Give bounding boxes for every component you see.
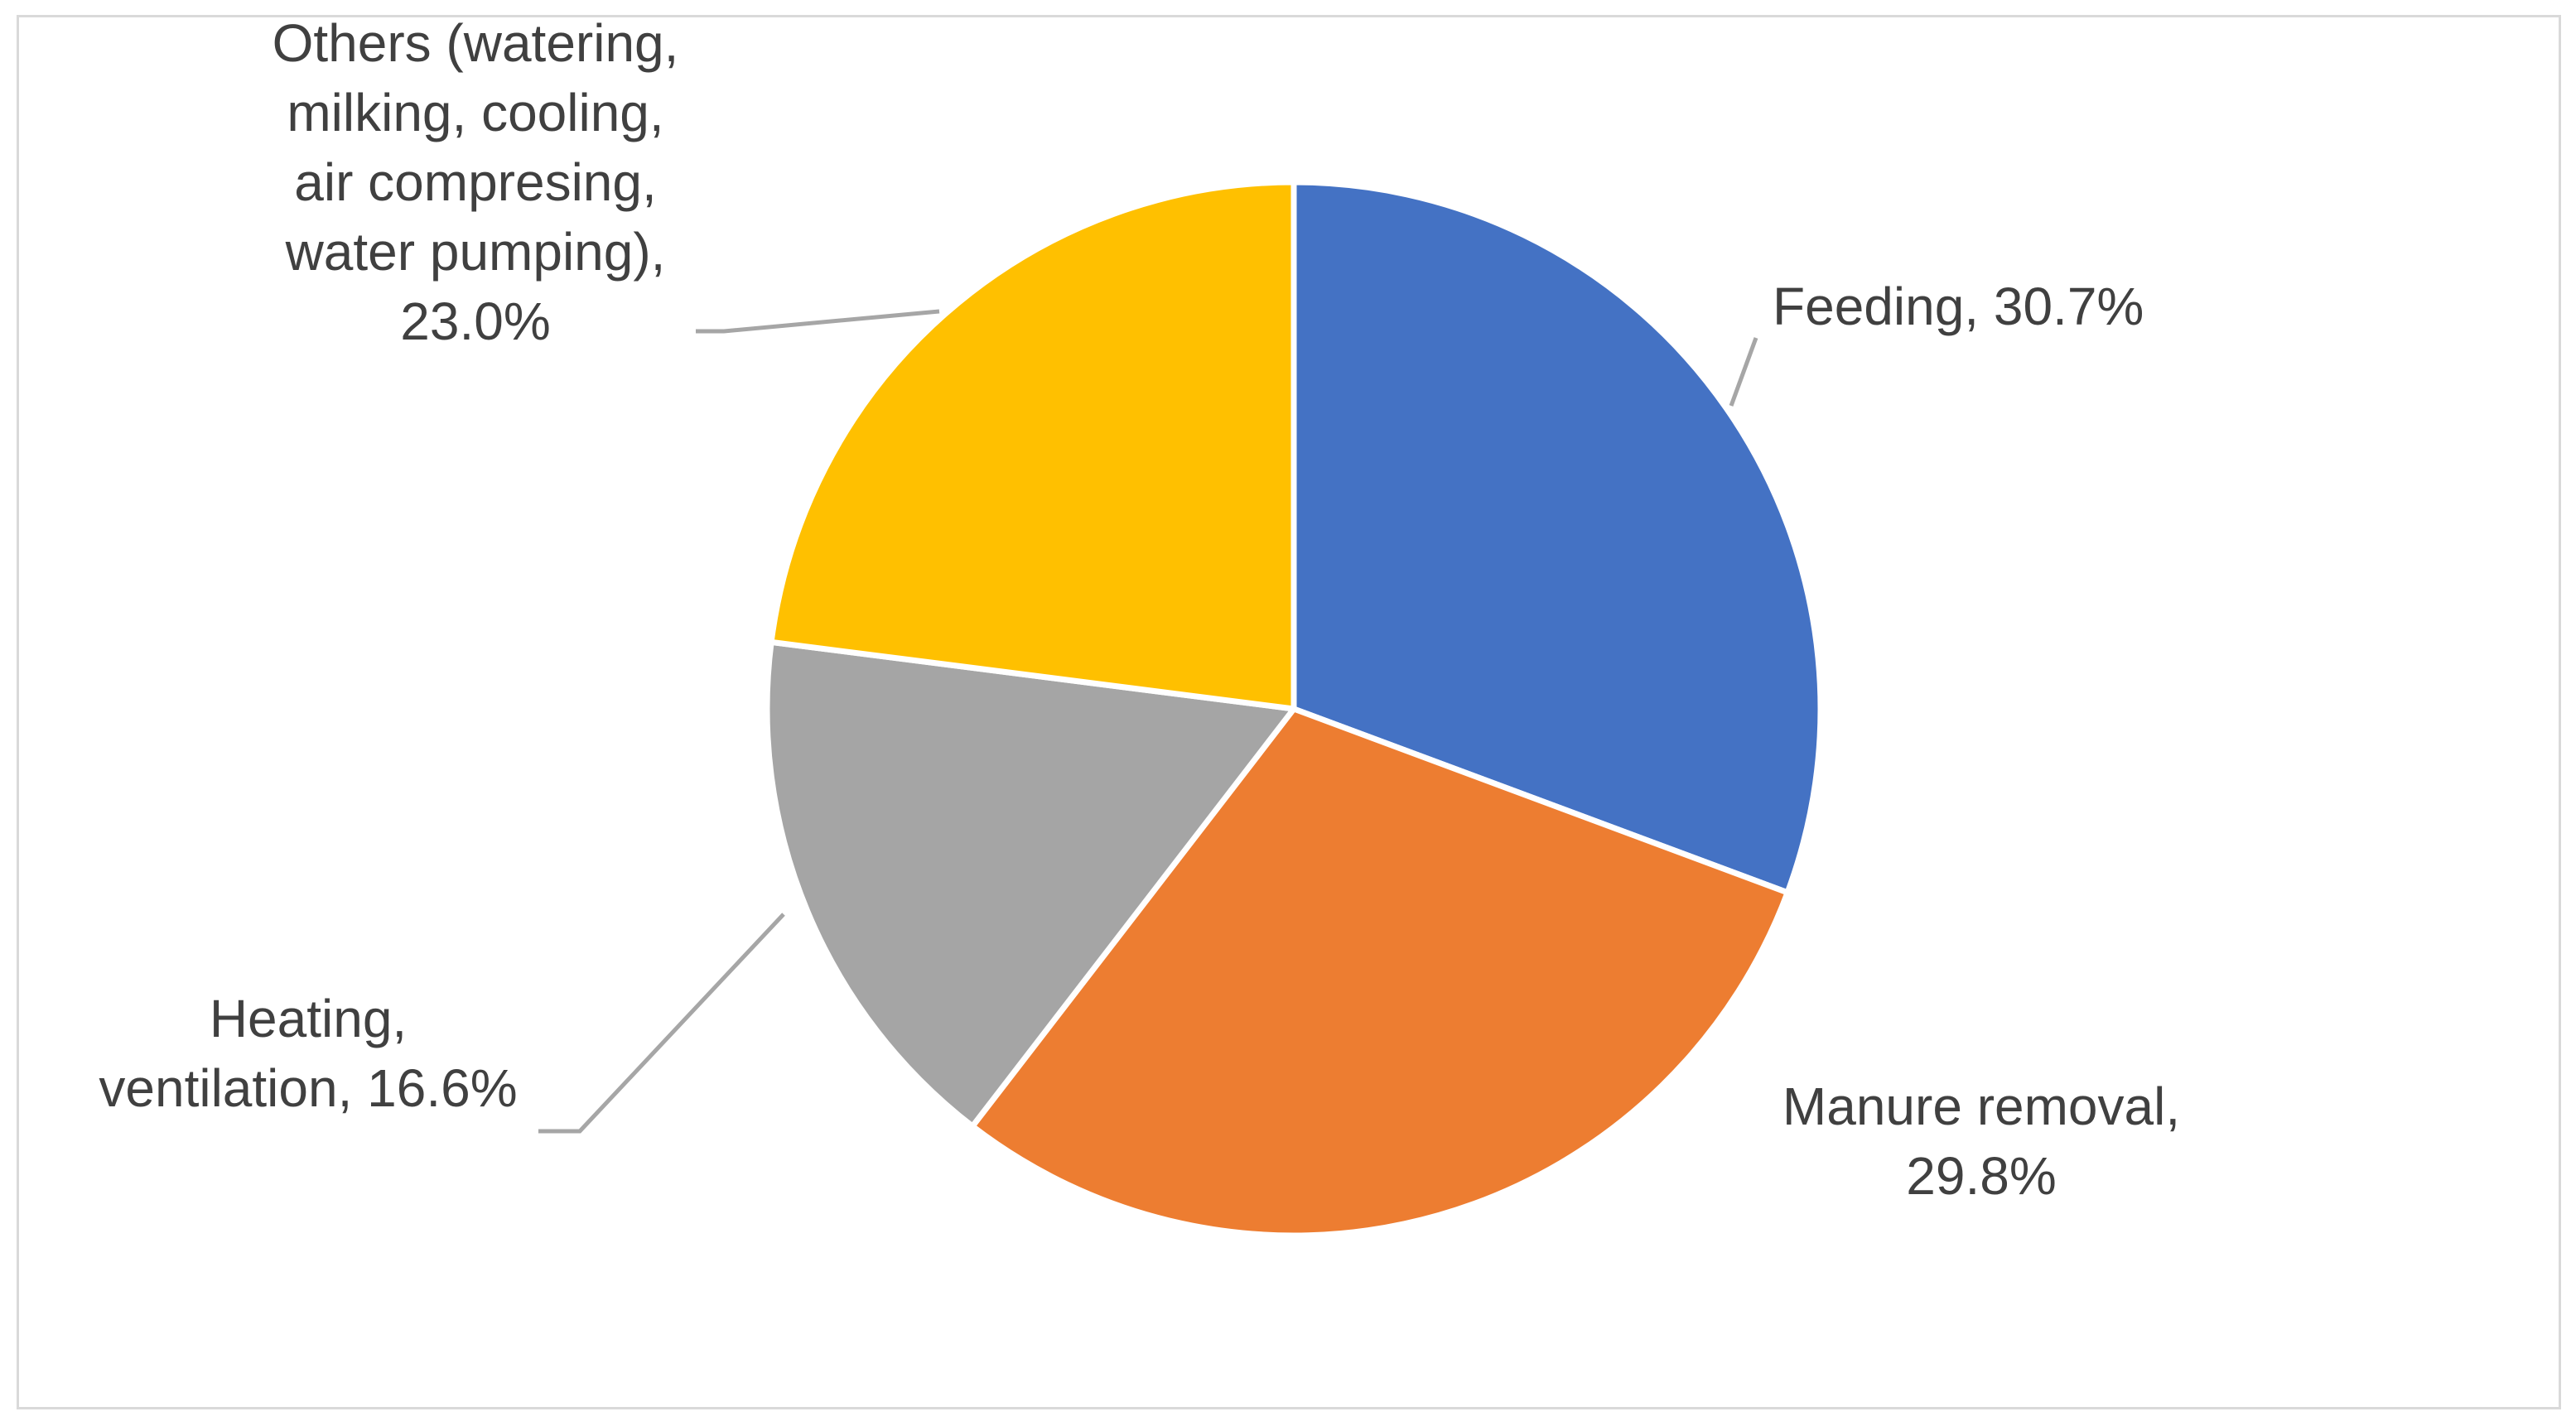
data-label-line: Manure removal, — [1782, 1077, 2180, 1136]
pie-slice-1 — [969, 706, 1791, 1239]
data-label-line: milking, cooling, — [287, 83, 663, 142]
leader-line-0 — [1729, 337, 1758, 407]
data-label-line: Heating, — [210, 989, 407, 1048]
data-label-line: 29.8% — [1906, 1146, 2056, 1206]
data-label-line: air compresing, — [294, 152, 657, 212]
leader-line-3 — [696, 309, 940, 334]
data-labels: Feeding, 30.7% Manure removal, 29.8% Heatin… — [99, 13, 2180, 1206]
data-label-1: Manure removal, 29.8% — [1782, 1077, 2180, 1206]
data-label-0: Feeding, 30.7% — [1773, 277, 2144, 336]
data-label-line: ventilation, 16.6% — [99, 1058, 517, 1118]
data-label-line: 23.0% — [400, 291, 550, 351]
leader-lines — [538, 309, 1758, 1134]
data-label-line: Others (watering, — [273, 13, 679, 73]
pie-slices — [764, 179, 1824, 1239]
pie-slice-3 — [768, 179, 1297, 712]
pie-slice-2 — [764, 638, 1297, 1130]
data-label-line: Feeding, 30.7% — [1773, 277, 2144, 336]
leader-line-2 — [538, 913, 785, 1134]
pie-slice-0 — [1290, 179, 1824, 896]
data-label-2: Heating, ventilation, 16.6% — [99, 989, 517, 1118]
data-label-3: Others (watering, milking, cooling, air co… — [273, 13, 679, 351]
data-label-line: water pumping), — [285, 222, 666, 282]
